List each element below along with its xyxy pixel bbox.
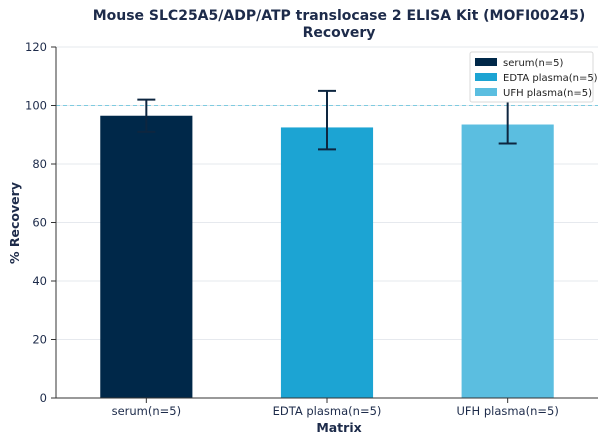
legend-swatch [475, 58, 497, 66]
chart-title: Mouse SLC25A5/ADP/ATP translocase 2 ELIS… [93, 8, 586, 24]
legend: serum(n=5) EDTA plasma(n=5) UFH plasma(n=5… [469, 51, 598, 103]
legend-box [469, 51, 594, 103]
bar [100, 115, 193, 399]
plot-area: 0 20 40 60 80 100 120 serum(n=5) EDTA plasma(n=5… [25, 40, 598, 418]
y-tick-label: 120 [25, 40, 47, 54]
y-axis-label: % Recovery [7, 182, 22, 264]
y-tick-label: 60 [32, 216, 47, 230]
bar [280, 127, 374, 398]
y-tick-label: 20 [32, 333, 47, 347]
x-tick-label: serum(n=5) [112, 404, 182, 418]
legend-label: UFH plasma(n=5) [503, 88, 592, 99]
y-tick-label: 0 [40, 391, 47, 405]
x-tick-label: UFH plasma(n=5) [456, 404, 558, 418]
legend-swatch [475, 88, 497, 96]
x-axis-label: Matrix [316, 420, 361, 435]
legend-swatch [475, 73, 497, 81]
legend-label: serum(n=5) [503, 58, 564, 69]
chart-subtitle: Recovery [303, 25, 376, 41]
legend-label: EDTA plasma(n=5) [503, 73, 598, 84]
bar [461, 124, 554, 398]
y-tick-label: 40 [32, 274, 47, 288]
y-tick-label: 80 [32, 157, 47, 171]
x-tick-label: EDTA plasma(n=5) [273, 404, 382, 418]
y-tick-label: 100 [25, 99, 47, 113]
